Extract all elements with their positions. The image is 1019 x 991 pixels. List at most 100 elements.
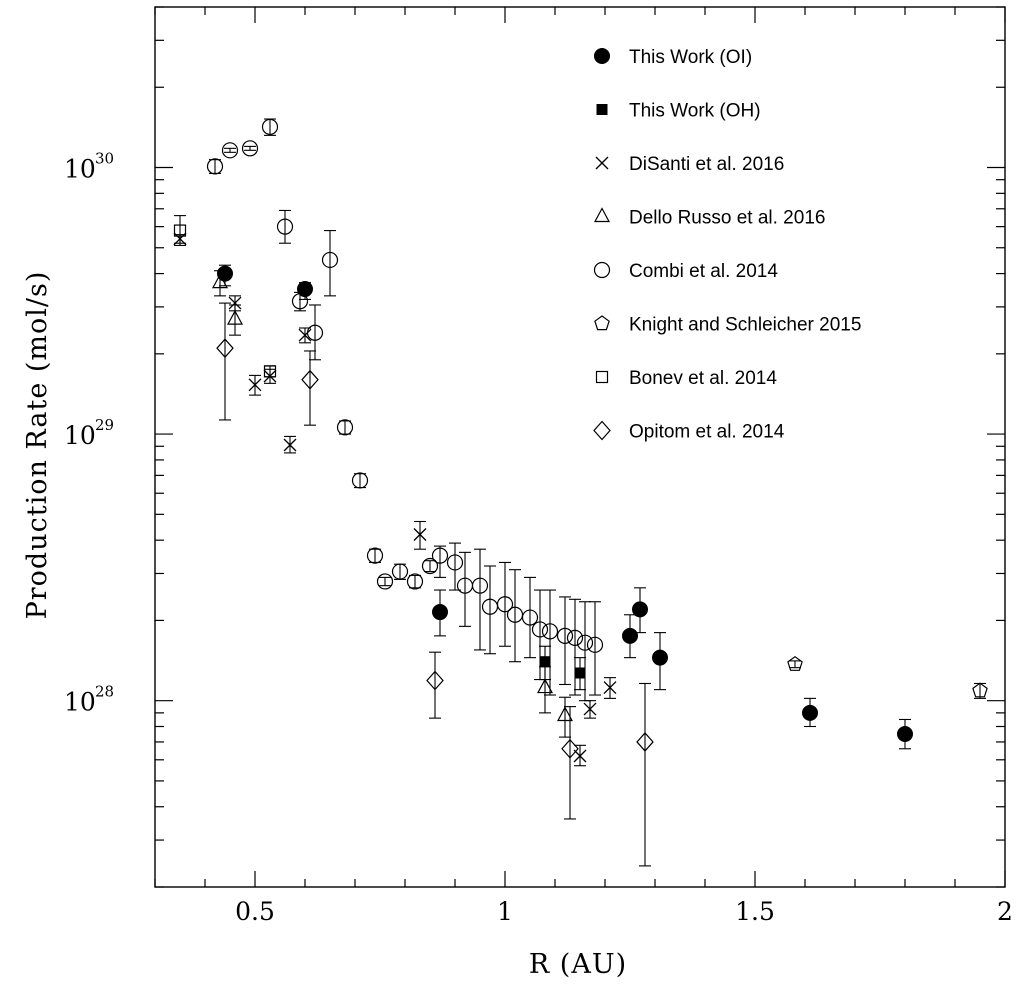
cross-stroke bbox=[298, 328, 312, 342]
data-point-combi-et-al-2014 bbox=[406, 573, 424, 590]
legend-marker-disanti-et-al-2016 bbox=[595, 156, 609, 170]
error-bar bbox=[484, 565, 496, 655]
data-point-opitom-et-al-2014 bbox=[636, 732, 654, 752]
legend-marker-bonev-et-al-2014 bbox=[595, 370, 609, 384]
legend-label-opitom-et-al-2014: Opitom et al. 2014 bbox=[629, 422, 785, 443]
legend-marker-knight-and-schleicher-2015 bbox=[594, 315, 610, 331]
error-bar bbox=[279, 209, 291, 244]
legend-label-this-work-oi: This Work (OI) bbox=[629, 47, 752, 68]
data-point-this-work-oi bbox=[897, 725, 913, 742]
y-tick-label: 10 28 bbox=[64, 683, 114, 717]
cross-stroke bbox=[583, 702, 597, 716]
data-point-opitom-et-al-2014 bbox=[426, 670, 444, 691]
data-point-combi-et-al-2014 bbox=[321, 251, 339, 269]
error-bar bbox=[339, 420, 351, 435]
data-point-disanti-et-al-2016 bbox=[298, 328, 312, 342]
error-bar bbox=[589, 601, 601, 696]
error-bar bbox=[789, 660, 801, 669]
cross-stroke bbox=[173, 232, 187, 246]
error-bar bbox=[244, 145, 256, 151]
data-point-disanti-et-al-2016 bbox=[413, 528, 427, 541]
legend-label-bonev-et-al-2014: Bonev et al. 2014 bbox=[629, 368, 777, 389]
data-point-dello-russo-et-al-2016 bbox=[536, 678, 554, 694]
data-point-bonev-et-al-2014 bbox=[173, 224, 187, 237]
data-point-opitom-et-al-2014 bbox=[301, 369, 319, 390]
data-point-opitom-et-al-2014 bbox=[561, 738, 579, 759]
data-points-layer bbox=[173, 118, 988, 763]
data-point-disanti-et-al-2016 bbox=[603, 681, 617, 695]
error-bar bbox=[309, 304, 321, 361]
error-bar bbox=[429, 651, 441, 719]
error-bar bbox=[544, 589, 556, 696]
legend-label-disanti-et-al-2016: DiSanti et al. 2016 bbox=[629, 154, 784, 175]
data-point-dello-russo-et-al-2016 bbox=[211, 273, 229, 289]
data-point-combi-et-al-2014 bbox=[576, 634, 594, 651]
data-point-this-work-oi bbox=[802, 704, 818, 721]
y-tick-label: 10 30 bbox=[64, 149, 114, 183]
cross-stroke bbox=[248, 378, 262, 392]
cross-stroke bbox=[595, 156, 609, 170]
error-bar bbox=[324, 230, 336, 297]
error-bar bbox=[354, 473, 366, 489]
data-point-combi-et-al-2014 bbox=[351, 472, 369, 489]
error-bar bbox=[509, 569, 521, 663]
data-point-combi-et-al-2014 bbox=[261, 118, 279, 136]
x-tick-label: 1 bbox=[497, 897, 513, 926]
legend-marker-this-work-oi bbox=[594, 48, 610, 64]
data-point-combi-et-al-2014 bbox=[306, 324, 324, 341]
data-point-combi-et-al-2014 bbox=[366, 547, 384, 564]
error-bar bbox=[174, 215, 186, 247]
legend-label-knight-and-schleicher-2015: Knight and Schleicher 2015 bbox=[629, 315, 861, 336]
error-bar bbox=[559, 696, 571, 738]
data-point-combi-et-al-2014 bbox=[566, 629, 584, 646]
data-point-this-work-oi bbox=[652, 649, 668, 666]
plot-frame bbox=[154, 6, 1006, 888]
data-point-combi-et-al-2014 bbox=[496, 596, 514, 613]
legend-marker-this-work-oh bbox=[596, 104, 608, 115]
data-point-combi-et-al-2014 bbox=[376, 573, 394, 590]
error-bar bbox=[564, 706, 576, 820]
data-point-this-work-oh bbox=[539, 656, 551, 668]
error-bar bbox=[449, 542, 461, 591]
data-point-combi-et-al-2014 bbox=[446, 554, 464, 571]
data-point-combi-et-al-2014 bbox=[541, 623, 559, 640]
data-point-combi-et-al-2014 bbox=[431, 547, 449, 564]
data-point-this-work-oi bbox=[632, 601, 648, 618]
y-tick-label-exponent: 28 bbox=[95, 683, 114, 701]
error-bar bbox=[459, 551, 471, 627]
legend: This Work (OI) This Work (OH) DiSanti et a… bbox=[593, 47, 861, 443]
data-point-combi-et-al-2014 bbox=[336, 419, 354, 436]
cross-stroke bbox=[263, 369, 277, 383]
data-point-disanti-et-al-2016 bbox=[583, 702, 597, 716]
y-axis-title: Production Rate (mol/s) bbox=[22, 271, 53, 620]
y-tick-label-mantissa: 10 bbox=[64, 154, 96, 183]
data-point-combi-et-al-2014 bbox=[471, 577, 489, 594]
data-point-disanti-et-al-2016 bbox=[283, 438, 297, 452]
data-point-combi-et-al-2014 bbox=[586, 636, 604, 653]
data-point-disanti-et-al-2016 bbox=[173, 232, 187, 246]
data-point-combi-et-al-2014 bbox=[276, 218, 294, 235]
data-point-combi-et-al-2014 bbox=[391, 563, 409, 580]
error-bar bbox=[209, 159, 221, 174]
cross-stroke bbox=[413, 528, 427, 541]
data-point-combi-et-al-2014 bbox=[291, 293, 309, 310]
data-point-combi-et-al-2014 bbox=[421, 557, 439, 575]
error-bar bbox=[579, 601, 591, 702]
error-bar bbox=[559, 596, 571, 686]
cross-stroke bbox=[283, 438, 297, 452]
y-tick-label-mantissa: 10 bbox=[64, 421, 96, 450]
error-bar bbox=[424, 560, 436, 573]
legend-label-this-work-oh: This Work (OH) bbox=[629, 101, 761, 122]
data-point-disanti-et-al-2016 bbox=[248, 378, 262, 392]
x-axis-title: R (AU) bbox=[529, 949, 627, 980]
data-point-knight-and-schleicher-2015 bbox=[972, 682, 988, 698]
data-point-combi-et-al-2014 bbox=[531, 621, 549, 638]
legend-marker-combi-et-al-2014 bbox=[593, 261, 611, 279]
cross-stroke bbox=[603, 681, 617, 695]
data-point-combi-et-al-2014 bbox=[241, 140, 259, 157]
data-point-combi-et-al-2014 bbox=[221, 142, 239, 159]
cross-stroke bbox=[228, 296, 242, 310]
error-bar bbox=[569, 598, 581, 696]
